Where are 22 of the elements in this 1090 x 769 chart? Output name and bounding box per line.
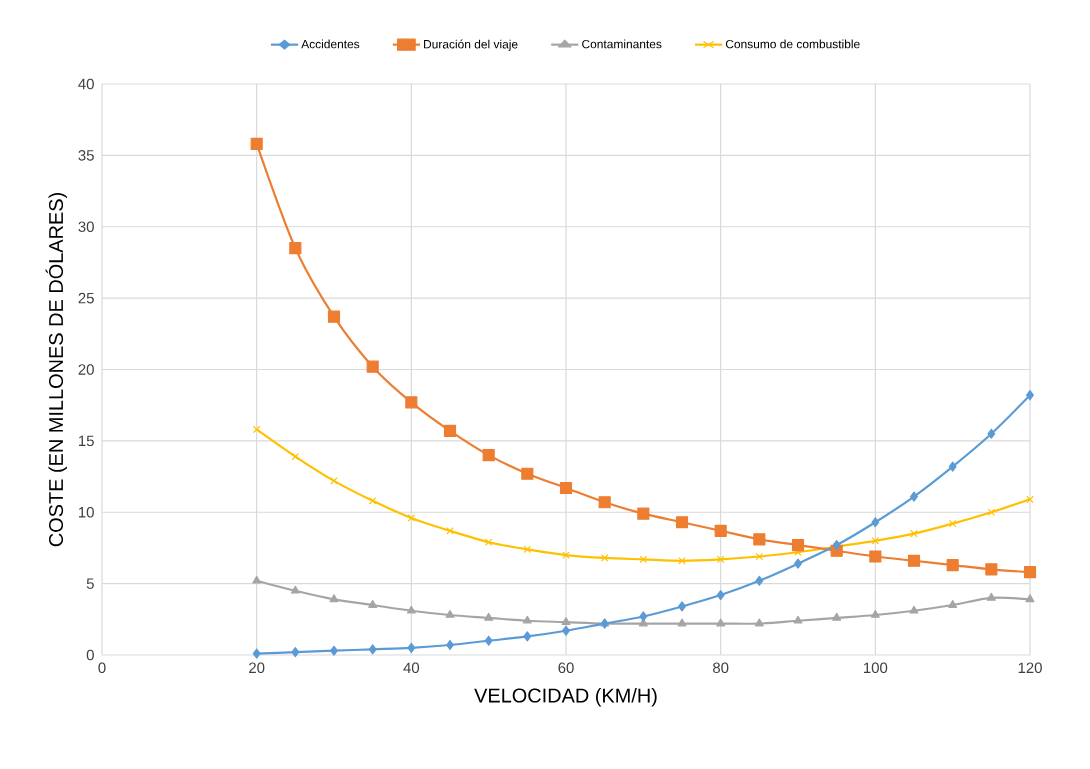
y-tick-label: 20 [78, 364, 94, 375]
legend-label: Contaminantes [582, 39, 662, 49]
x-tick-label: 20 [249, 662, 265, 674]
x-tick-label: 0 [98, 662, 106, 674]
x-tick-label: 60 [558, 662, 574, 674]
y-tick-label: 0 [86, 649, 94, 661]
y-tick-label: 25 [78, 292, 94, 304]
y-tick-label: 40 [78, 78, 94, 90]
legend-label: Duración del viaje [424, 39, 518, 51]
x-tick-label: 100 [864, 662, 888, 674]
legend-label: Consumo de combustible [725, 39, 860, 49]
x-tick-label: 120 [1018, 662, 1042, 674]
y-tick-label: 30 [78, 221, 94, 233]
y-tick-label: 15 [79, 435, 94, 447]
legend-label: Accidentes [301, 39, 360, 49]
x-tick-label: 40 [403, 662, 420, 674]
y-tick-label: 35 [78, 150, 94, 161]
x-axis-title: VELOCIDAD (KM/H) [474, 687, 657, 707]
x-tick-label: 80 [713, 662, 729, 674]
y-tick-label: 10 [79, 506, 94, 518]
y-tick-label: 5 [86, 578, 94, 589]
y-axis-title: COSTE (EN MILLONES DE DÓLARES) [45, 193, 68, 547]
